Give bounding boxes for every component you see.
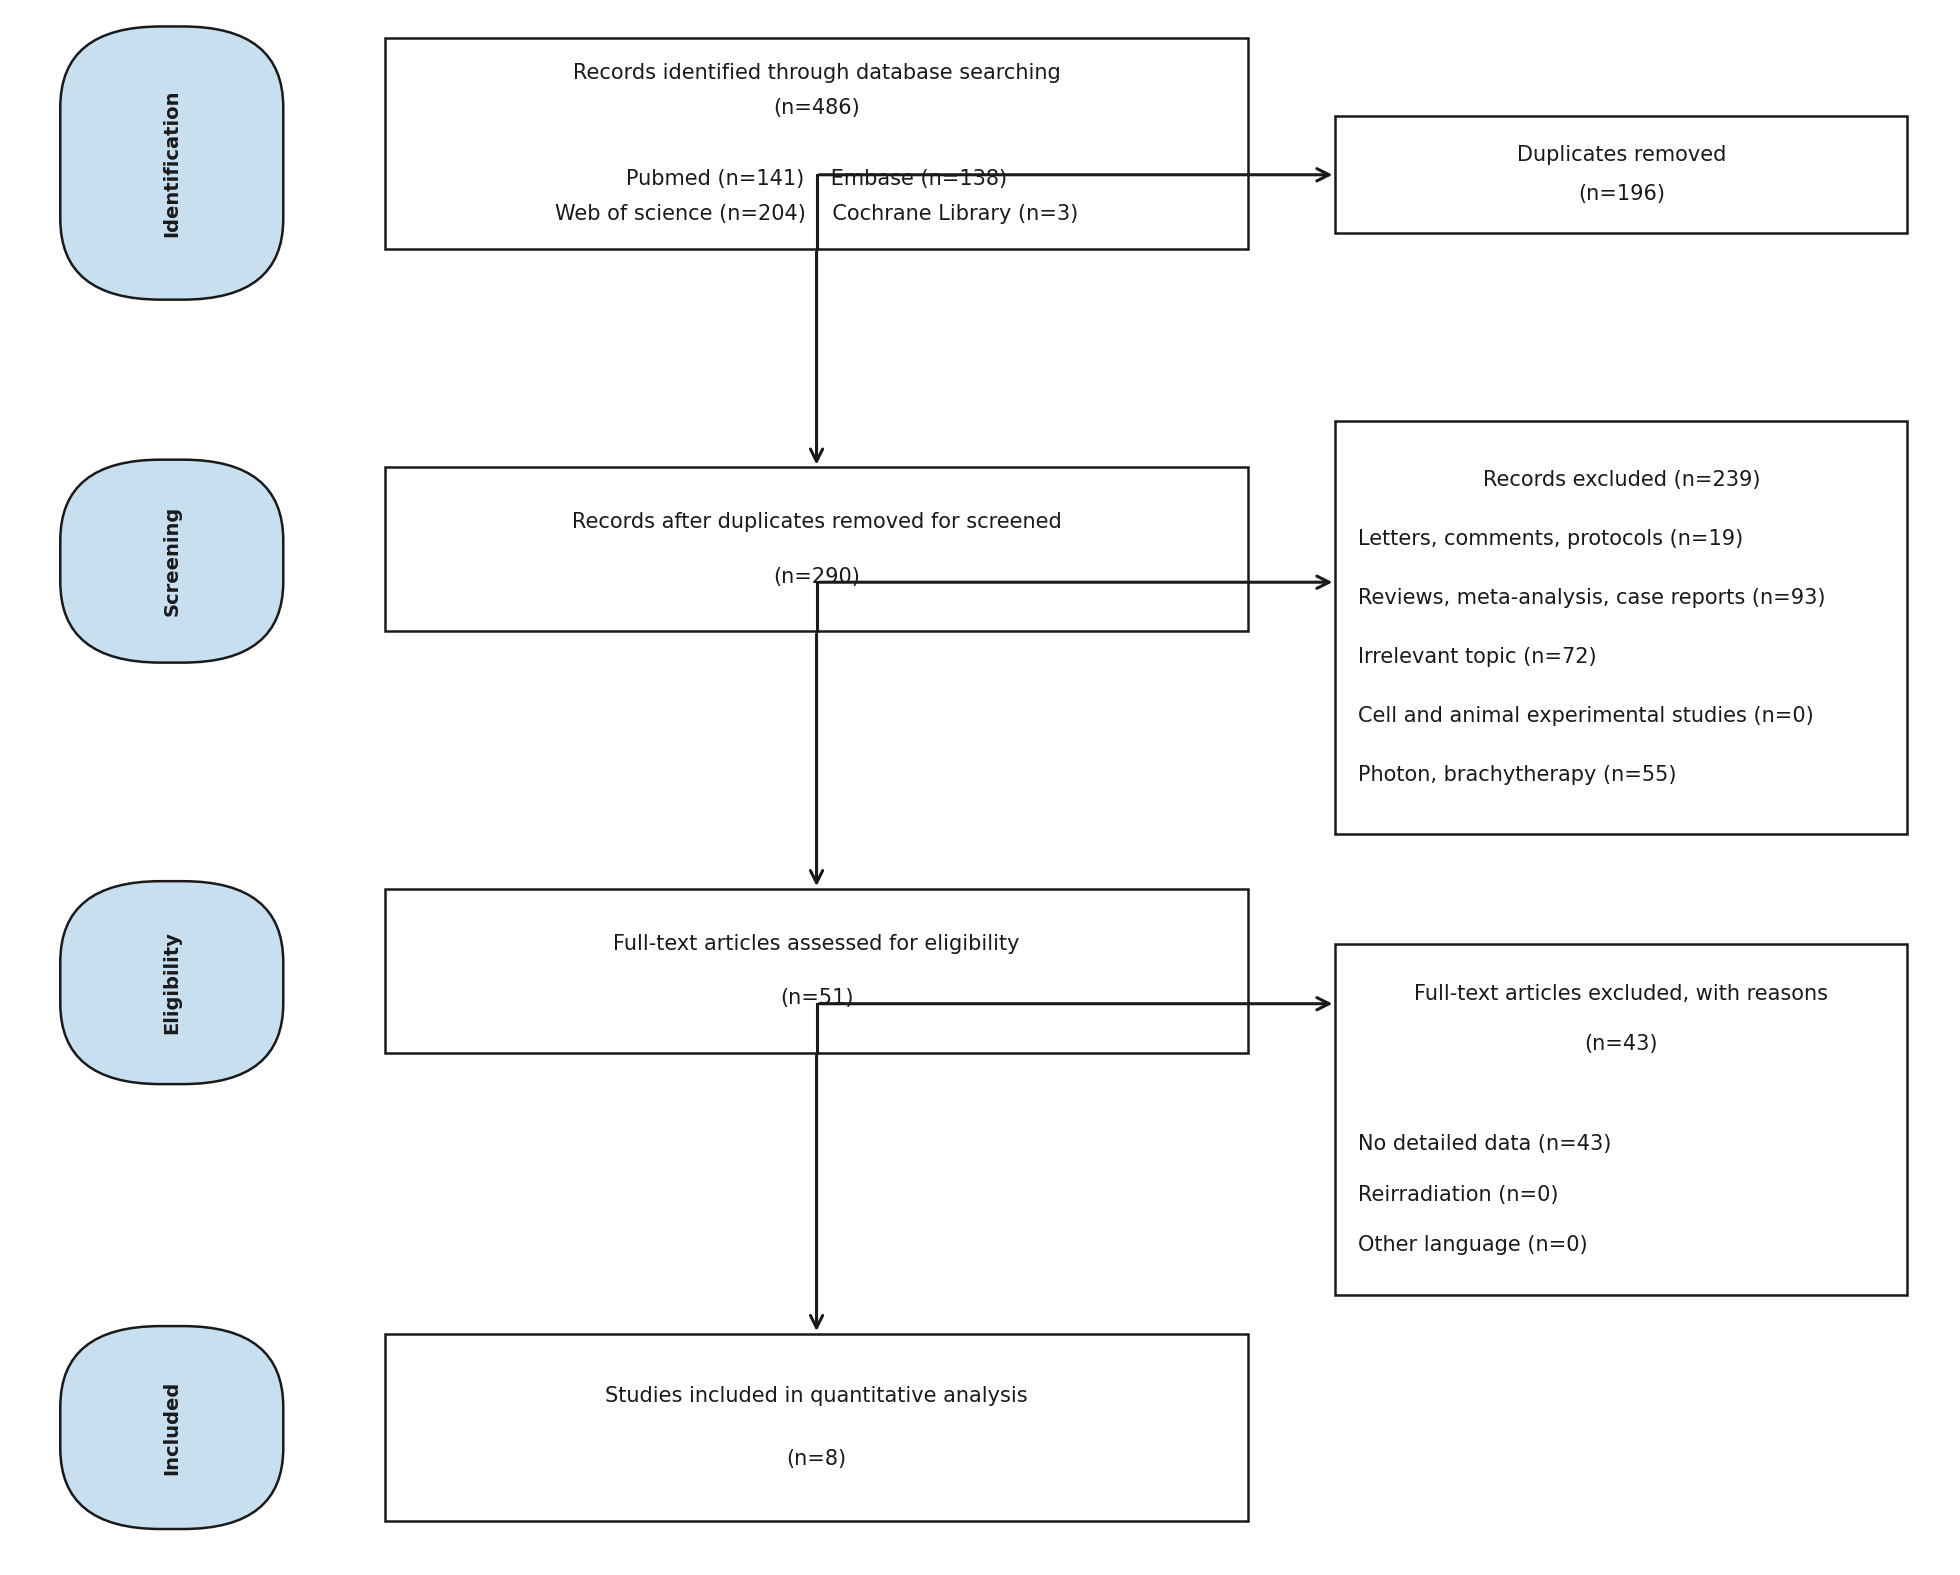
FancyBboxPatch shape: [61, 27, 284, 299]
Text: Screening: Screening: [163, 506, 180, 616]
FancyBboxPatch shape: [61, 460, 284, 663]
Text: (n=290): (n=290): [772, 567, 860, 587]
Bar: [384, 1334, 1249, 1521]
Text: Reviews, meta-analysis, case reports (n=93): Reviews, meta-analysis, case reports (n=…: [1358, 587, 1825, 608]
Text: (n=196): (n=196): [1578, 184, 1664, 205]
FancyBboxPatch shape: [61, 1326, 284, 1529]
Text: Full-text articles assessed for eligibility: Full-text articles assessed for eligibil…: [613, 934, 1019, 953]
Text: Web of science (n=204)    Cochrane Library (n=3): Web of science (n=204) Cochrane Library …: [555, 203, 1078, 224]
Text: No detailed data (n=43): No detailed data (n=43): [1358, 1134, 1611, 1154]
Text: (n=486): (n=486): [772, 98, 860, 118]
Text: Records identified through database searching: Records identified through database sear…: [572, 63, 1060, 83]
Text: Cell and animal experimental studies (n=0): Cell and animal experimental studies (n=…: [1358, 706, 1813, 726]
Bar: [1335, 421, 1907, 835]
Text: Reirradiation (n=0): Reirradiation (n=0): [1358, 1184, 1558, 1205]
Bar: [384, 468, 1249, 632]
Text: Records excluded (n=239): Records excluded (n=239): [1482, 469, 1760, 490]
Text: Letters, comments, protocols (n=19): Letters, comments, protocols (n=19): [1358, 529, 1742, 548]
Bar: [1335, 943, 1907, 1295]
Text: Other language (n=0): Other language (n=0): [1358, 1235, 1588, 1255]
Text: Duplicates removed: Duplicates removed: [1517, 145, 1727, 165]
Text: Identification: Identification: [163, 90, 180, 236]
Text: Included: Included: [163, 1380, 180, 1474]
Text: (n=8): (n=8): [786, 1449, 847, 1469]
Bar: [384, 888, 1249, 1054]
Bar: [384, 38, 1249, 249]
Text: Full-text articles excluded, with reasons: Full-text articles excluded, with reason…: [1415, 984, 1829, 1003]
Text: Pubmed (n=141)    Embase (n=138): Pubmed (n=141) Embase (n=138): [625, 169, 1007, 189]
Text: (n=51): (n=51): [780, 988, 853, 1008]
Text: Eligibility: Eligibility: [163, 931, 180, 1035]
Bar: [1335, 117, 1907, 233]
Text: (n=43): (n=43): [1584, 1033, 1658, 1054]
Text: Records after duplicates removed for screened: Records after duplicates removed for scr…: [572, 512, 1062, 532]
Text: Irrelevant topic (n=72): Irrelevant topic (n=72): [1358, 647, 1597, 668]
FancyBboxPatch shape: [61, 880, 284, 1084]
Text: Studies included in quantitative analysis: Studies included in quantitative analysi…: [606, 1386, 1027, 1406]
Text: Photon, brachytherapy (n=55): Photon, brachytherapy (n=55): [1358, 765, 1676, 786]
